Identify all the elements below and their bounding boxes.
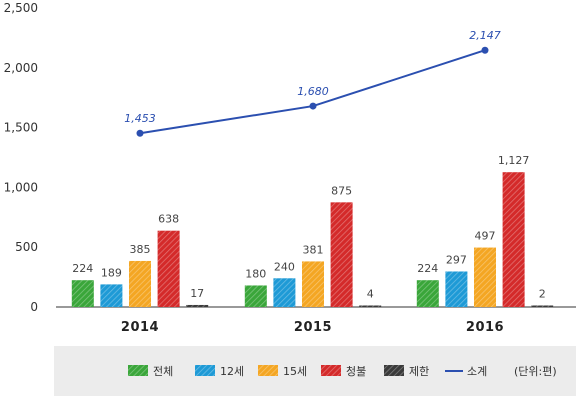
legend-swatch-hatch (321, 365, 341, 376)
bar-value-label: 385 (130, 243, 151, 256)
bar-hatch (531, 305, 554, 307)
y-tick-label: 1,000 (4, 180, 38, 194)
bar-value-label: 224 (417, 262, 438, 275)
axis-layer: 0 500 1,000 1,500 2,000 2,500 2014 2015 2016 (4, 1, 576, 335)
bar-value-label: 180 (245, 267, 266, 280)
y-tick-label: 2,500 (4, 1, 38, 15)
total-value-label: 1,453 (124, 112, 156, 125)
bar-value-label: 297 (446, 253, 467, 266)
y-tick-label: 2,000 (4, 61, 38, 75)
bar-hatch (474, 247, 496, 307)
bar-value-label: 1,127 (498, 154, 530, 167)
bar-value-label: 4 (367, 288, 374, 301)
legend-swatch-hatch (258, 365, 278, 376)
bar-value-label: 224 (72, 262, 93, 275)
bar-value-label: 381 (303, 243, 324, 256)
y-tick-label: 0 (30, 300, 38, 314)
bar-value-label: 2 (539, 288, 546, 301)
bar-hatch (359, 305, 382, 307)
legend-label: 전체 (153, 365, 173, 378)
total-point (481, 46, 489, 54)
legend-label: 15세 (283, 365, 307, 378)
legend-label: 청불 (346, 365, 366, 378)
legend: 전체 12세 15세 청불 제한 소계 (단위:편) (54, 346, 576, 396)
x-category-label: 2015 (294, 320, 332, 335)
bar-hatch (100, 284, 123, 307)
total-value-label: 1,680 (297, 85, 329, 98)
legend-label: 제한 (409, 365, 429, 378)
unit-note: (단위:편) (514, 365, 557, 378)
bar-value-label: 240 (274, 260, 295, 273)
y-tick-label: 1,500 (4, 121, 38, 135)
legend-label: 소계 (467, 365, 487, 378)
bar-hatch (302, 261, 324, 307)
x-category-label: 2014 (121, 320, 159, 335)
total-value-label: 2,147 (469, 29, 501, 42)
bar-hatch (416, 280, 439, 307)
bar-value-label: 17 (190, 287, 204, 300)
bar-value-label: 497 (475, 230, 496, 243)
bar-hatch (71, 280, 94, 307)
bar-hatch (445, 271, 468, 307)
legend-swatch-hatch (195, 365, 215, 376)
bar-hatch (273, 278, 296, 307)
legend-label: 12세 (220, 365, 244, 378)
bar-hatch (244, 285, 267, 307)
total-point (136, 129, 144, 137)
bar-hatch (186, 304, 209, 307)
total-point (309, 102, 317, 110)
bars-layer: 224 189 385 638 17 180 240 381 875 4 224 297 497 1,12… (71, 154, 554, 307)
bar-hatch (129, 260, 151, 307)
legend-swatch-hatch (128, 365, 148, 376)
bar-value-label: 875 (331, 184, 352, 197)
bar-value-label: 189 (101, 266, 122, 279)
bar-value-label: 638 (158, 213, 179, 226)
x-category-label: 2016 (466, 320, 504, 335)
bar-hatch (157, 230, 180, 307)
y-tick-label: 500 (15, 240, 38, 254)
legend-swatch-hatch (384, 365, 404, 376)
line-layer: 1,453 1,680 2,147 (124, 29, 501, 137)
bar-hatch (330, 202, 353, 307)
bar-hatch (502, 172, 525, 307)
